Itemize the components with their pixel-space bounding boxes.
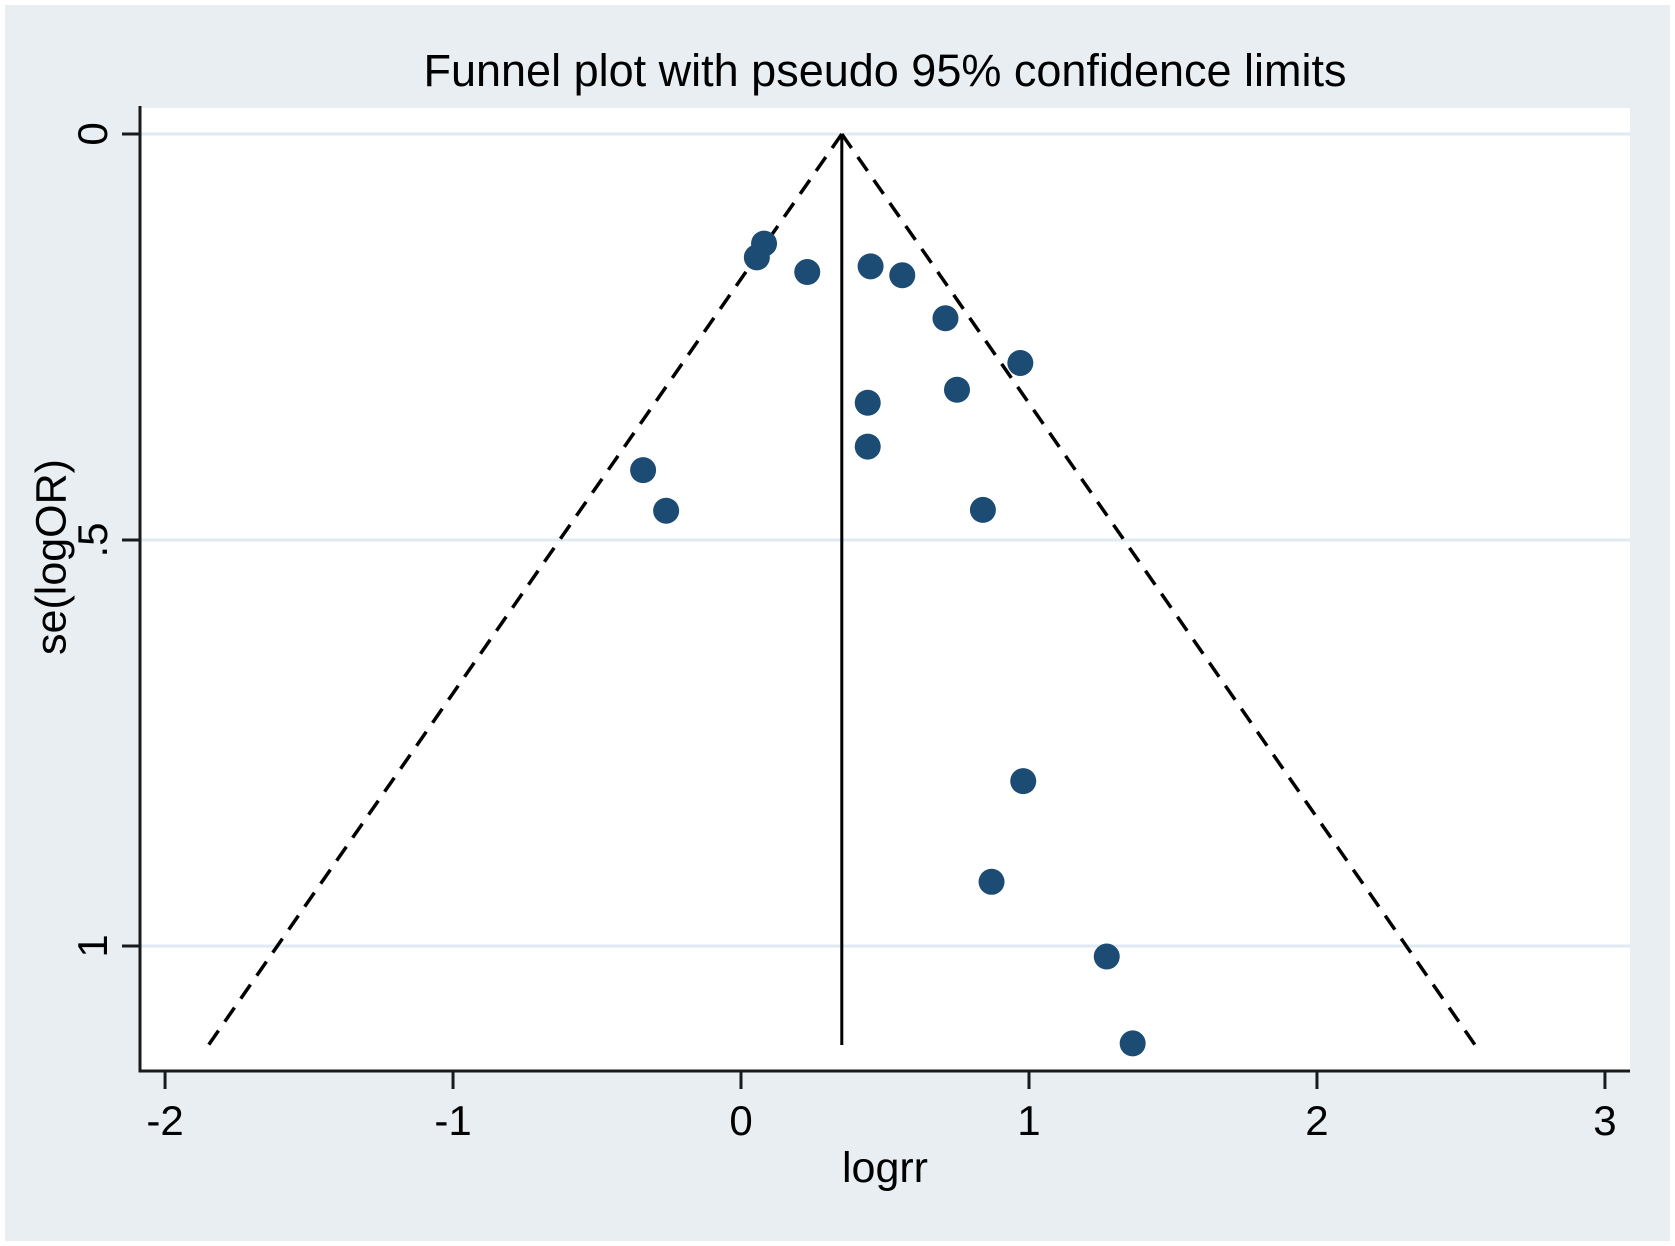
study-point [630,457,657,484]
study-point [794,259,821,286]
y-tick-label: .5 [69,522,116,557]
x-tick-label: 2 [1305,1097,1328,1144]
study-point [889,262,916,289]
study-point [743,244,770,271]
study-point [932,305,959,332]
study-point [978,868,1005,895]
chart-title: Funnel plot with pseudo 95% confidence l… [423,45,1347,96]
study-point [969,496,996,523]
x-tick-label: -1 [434,1097,471,1144]
study-point [943,376,970,403]
plot-area [140,108,1630,1071]
x-tick-label: 0 [729,1097,752,1144]
y-tick-label: 0 [69,122,116,145]
study-point [854,389,881,416]
study-point [1010,768,1037,795]
x-axis-title: logrr [841,1144,929,1192]
study-point [1093,943,1120,970]
study-point [653,497,680,524]
study-point [854,433,881,460]
study-point [857,253,884,280]
study-point [1119,1030,1146,1057]
y-axis-title: se(logOR) [27,459,76,655]
x-tick-label: -2 [146,1097,183,1144]
study-point [1007,349,1034,376]
funnel-lower-limit-line [207,132,844,1047]
x-tick-label: 1 [1017,1097,1040,1144]
y-tick-label: 1 [69,934,116,957]
funnel-upper-limit-line [840,132,1477,1047]
x-tick-label: 3 [1593,1097,1616,1144]
